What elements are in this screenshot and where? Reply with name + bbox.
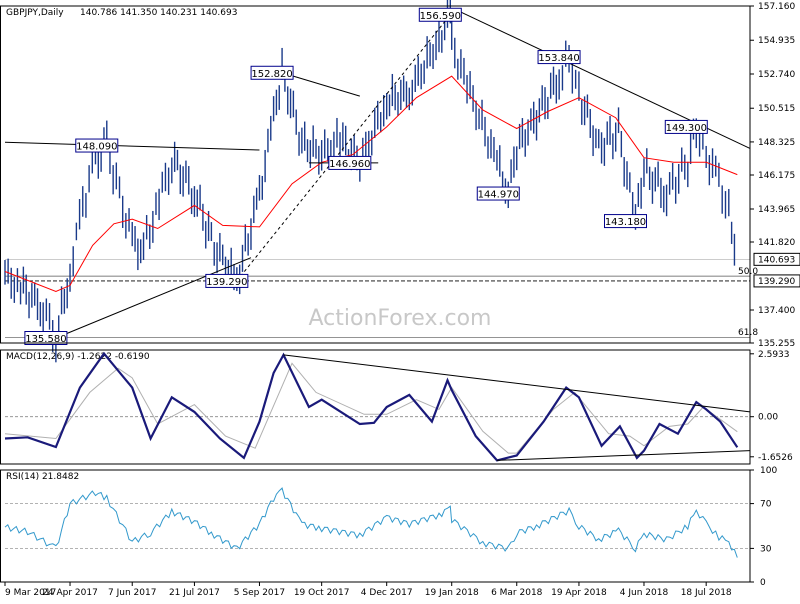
price-annotation-label: 156.590 xyxy=(420,11,461,22)
price-annotation-label: 143.180 xyxy=(605,217,646,228)
price-annotation-label: 146.960 xyxy=(329,159,370,170)
rsi-y-tick-label: 70 xyxy=(760,500,772,510)
price-y-tick-label: 141.820 xyxy=(758,238,795,248)
x-tick-label: 7 Jun 2017 xyxy=(108,588,156,598)
x-tick-label: 19 Jan 2018 xyxy=(425,588,479,598)
x-tick-label: 19 Apr 2018 xyxy=(551,588,607,598)
price-y-tick-label: 148.325 xyxy=(758,138,795,148)
rsi-pane-title: RSI(14) 21.8482 xyxy=(6,472,79,482)
price-annotation-label: 152.820 xyxy=(251,69,292,80)
price-annotation-label: 153.840 xyxy=(538,53,579,64)
x-tick-label: 19 Oct 2017 xyxy=(294,588,350,598)
x-tick-label: 21 Jul 2017 xyxy=(169,588,220,598)
price-y-tick-label: 152.740 xyxy=(758,70,795,80)
price-annotation-label: 144.970 xyxy=(478,190,519,201)
price-pane-ohlc: 140.786 141.350 140.231 140.693 xyxy=(80,8,237,18)
x-tick-label: 6 Mar 2018 xyxy=(491,588,543,598)
x-tick-label: 4 Jun 2018 xyxy=(620,588,669,598)
rsi-y-tick-label: 100 xyxy=(760,466,777,476)
price-y-tick-label: 154.935 xyxy=(758,36,795,46)
fib-label-618: 61.8 xyxy=(738,328,758,338)
x-tick-label: 18 Jul 2018 xyxy=(681,588,732,598)
macd-y-tick-label: 0.00 xyxy=(758,413,778,423)
rsi-y-tick-label: 0 xyxy=(760,578,766,588)
x-tick-label: 5 Sep 2017 xyxy=(234,588,285,598)
price-pane-title: GBPJPY,Daily xyxy=(6,8,64,18)
price-y-tick-label: 146.175 xyxy=(758,171,795,181)
price-y-tick-label: 135.255 xyxy=(758,339,795,349)
price-y-tick-label: 150.515 xyxy=(758,104,795,114)
price-y-tick-label: 157.160 xyxy=(758,2,795,12)
macd-y-tick-label: -1.6526 xyxy=(758,453,793,463)
x-tick-label: 24 Apr 2017 xyxy=(42,588,98,598)
last-price-label: 140.693 xyxy=(758,255,795,265)
price-annotation-label: 148.090 xyxy=(76,142,117,153)
price-y-tick-label: 137.400 xyxy=(758,306,795,316)
price-annotation-label: 139.290 xyxy=(206,277,247,288)
watermark: ActionForex.com xyxy=(309,306,492,331)
x-tick-label: 4 Dec 2017 xyxy=(361,588,413,598)
price-annotation-label: 149.300 xyxy=(666,123,707,134)
macd-pane-title: MACD(12,26,9) -1.2622 -0.6190 xyxy=(6,352,150,362)
level-price-label: 139.290 xyxy=(758,277,795,287)
rsi-y-tick-label: 30 xyxy=(760,544,772,554)
macd-y-tick-label: 2.5933 xyxy=(758,350,790,360)
price-y-tick-label: 143.965 xyxy=(758,205,795,215)
